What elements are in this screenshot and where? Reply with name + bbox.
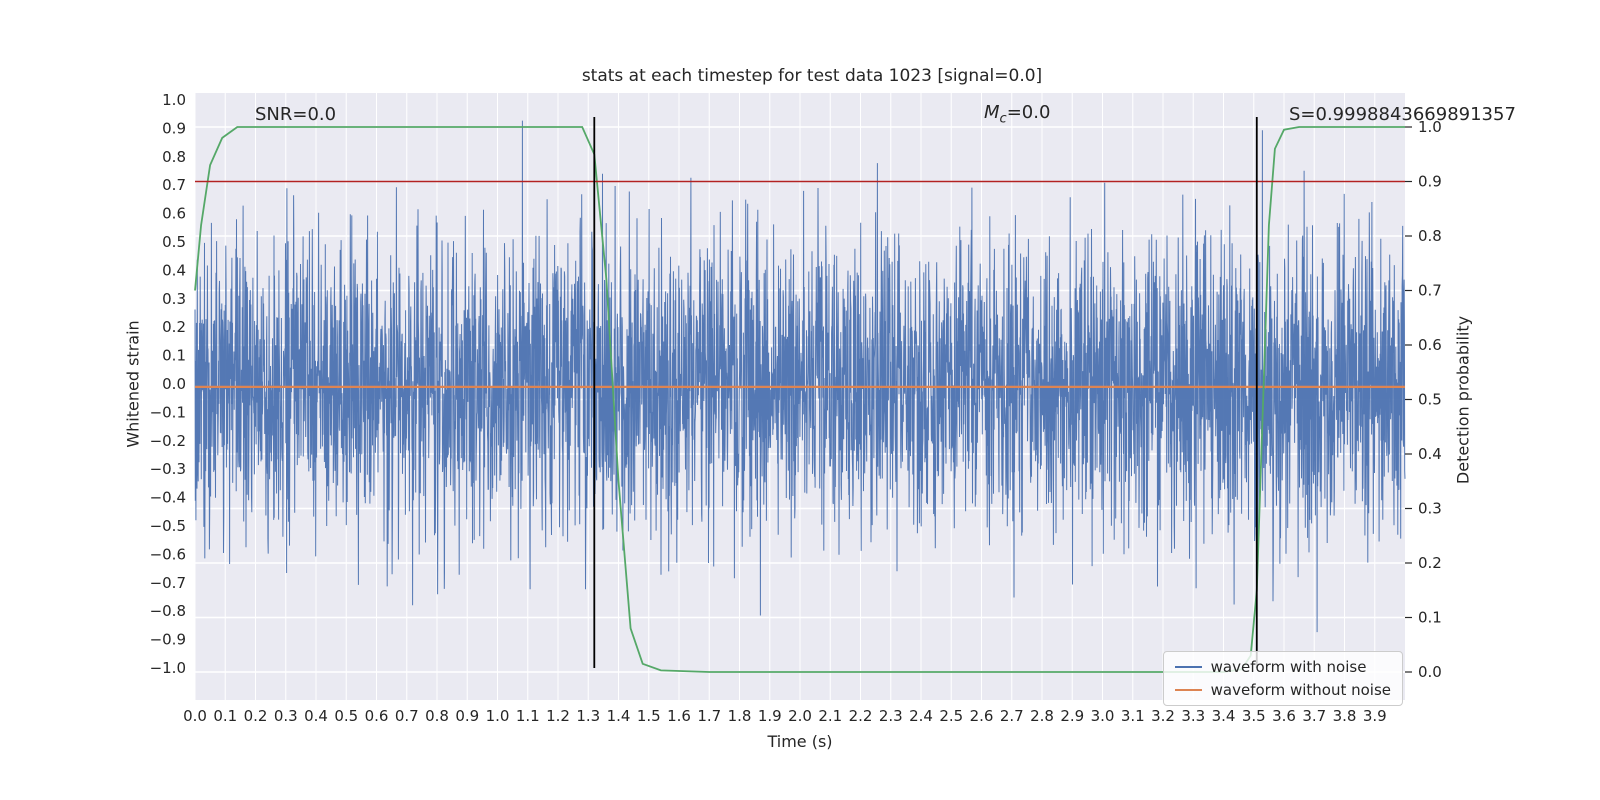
annotation-mc: Mc=0.0: [984, 102, 1050, 127]
y-tick-label-left: 1.0: [162, 91, 186, 109]
legend-line-swatch-blue: [1174, 665, 1202, 669]
x-tick-label: 1.4: [607, 707, 631, 725]
legend-label: waveform with noise: [1210, 658, 1367, 676]
x-tick-label: 3.3: [1181, 707, 1205, 725]
x-tick-label: 0.0: [183, 707, 207, 725]
x-tick-label: 0.4: [304, 707, 328, 725]
x-tick-label: 2.7: [1000, 707, 1024, 725]
y-tick-label-right: 1.0: [1418, 118, 1442, 136]
x-tick-label: 3.8: [1333, 707, 1357, 725]
x-tick-label: 0.9: [455, 707, 479, 725]
annotation-mc-variable: M: [984, 102, 1000, 123]
x-tick-label: 0.3: [274, 707, 298, 725]
chart-title: stats at each timestep for test data 102…: [581, 66, 1043, 86]
x-tick-label: 1.1: [516, 707, 540, 725]
legend-item: waveform with noise: [1174, 658, 1391, 676]
x-tick-label: 1.7: [697, 707, 721, 725]
y-tick-label-right: 0.4: [1418, 445, 1442, 463]
x-tick-label: 2.2: [849, 707, 873, 725]
x-tick-label: 2.5: [939, 707, 963, 725]
x-tick-label: 2.8: [1030, 707, 1054, 725]
y-tick-label-left: −0.4: [150, 489, 186, 507]
y-tick-label-left: −0.1: [150, 403, 186, 421]
y-tick-label-left: 0.8: [162, 148, 186, 166]
series-detection-probability: [194, 126, 1405, 673]
x-tick-label: 3.2: [1151, 707, 1175, 725]
y-tick-label-right: 0.6: [1418, 336, 1442, 354]
x-tick-label: 3.0: [1091, 707, 1115, 725]
y-tick-label-left: −0.5: [150, 517, 186, 535]
x-tick-label: 0.5: [334, 707, 358, 725]
y-tick-label-left: 0.5: [162, 233, 186, 251]
y-tick-label-left: −0.6: [150, 545, 186, 563]
x-tick-label: 2.0: [788, 707, 812, 725]
x-tick-label: 3.4: [1212, 707, 1236, 725]
y-tick-label-left: 0.2: [162, 318, 186, 336]
x-tick-label: 2.9: [1060, 707, 1084, 725]
series-waveform-with-noise: [194, 120, 1406, 633]
y-tick-label-left: 0.0: [162, 375, 186, 393]
x-tick-label: 3.7: [1302, 707, 1326, 725]
x-tick-label: 1.8: [728, 707, 752, 725]
annotation-mc-subscript: c: [999, 111, 1007, 127]
legend-line-swatch-orange: [1174, 688, 1202, 692]
x-tick-label: 0.8: [425, 707, 449, 725]
x-tick-label: 0.7: [395, 707, 419, 725]
y-axis-label-left: Whitened strain: [123, 320, 143, 448]
annotation-snr: SNR=0.0: [255, 104, 337, 125]
x-tick-label: 3.5: [1242, 707, 1266, 725]
x-tick-label: 2.1: [818, 707, 842, 725]
x-tick-label: 0.1: [213, 707, 237, 725]
y-tick-label-left: −0.9: [150, 631, 186, 649]
legend-label: waveform without noise: [1210, 681, 1391, 699]
y-tick-label-right: 0.9: [1418, 173, 1442, 191]
x-tick-label: 1.2: [546, 707, 570, 725]
x-axis-label: Time (s): [767, 732, 833, 751]
x-tick-label: 1.0: [486, 707, 510, 725]
y-tick-label-right: 0.2: [1418, 554, 1442, 572]
y-tick-label-right: 0.5: [1418, 391, 1442, 409]
x-tick-label: 1.5: [637, 707, 661, 725]
annotation-mc-value: =0.0: [1006, 102, 1051, 123]
y-tick-label-left: 0.4: [162, 261, 186, 279]
x-tick-label: 0.2: [244, 707, 268, 725]
y-tick-label-left: −1.0: [150, 659, 186, 677]
y-tick-label-left: 0.3: [162, 290, 186, 308]
x-tick-label: 0.6: [365, 707, 389, 725]
x-tick-label: 2.4: [909, 707, 933, 725]
y-tick-label-left: 0.1: [162, 347, 186, 365]
legend-item: waveform without noise: [1174, 681, 1391, 699]
x-tick-label: 3.6: [1272, 707, 1296, 725]
y-tick-label-left: −0.2: [150, 432, 186, 450]
y-tick-label-left: −0.8: [150, 602, 186, 620]
x-tick-label: 2.6: [970, 707, 994, 725]
y-tick-label-left: −0.3: [150, 460, 186, 478]
x-tick-label: 3.1: [1121, 707, 1145, 725]
y-tick-label-left: 0.6: [162, 205, 186, 223]
y-tick-label-right: 0.8: [1418, 227, 1442, 245]
y-tick-label-left: 0.9: [162, 119, 186, 137]
y-tick-label-left: −0.7: [150, 574, 186, 592]
y-tick-label-right: 0.3: [1418, 500, 1442, 518]
x-tick-label: 1.6: [667, 707, 691, 725]
x-tick-label: 3.9: [1363, 707, 1387, 725]
x-tick-label: 1.3: [576, 707, 600, 725]
y-tick-label-left: 0.7: [162, 176, 186, 194]
y-tick-label-right: 0.0: [1418, 663, 1442, 681]
annotation-s: S=0.9998843669891357: [1289, 104, 1516, 125]
x-tick-label: 1.9: [758, 707, 782, 725]
y-tick-label-right: 0.7: [1418, 282, 1442, 300]
y-axis-label-right: Detection probability: [1453, 315, 1473, 485]
legend: waveform with noise waveform without noi…: [1162, 651, 1403, 706]
x-tick-label: 2.3: [879, 707, 903, 725]
y-tick-label-right: 0.1: [1418, 609, 1442, 627]
